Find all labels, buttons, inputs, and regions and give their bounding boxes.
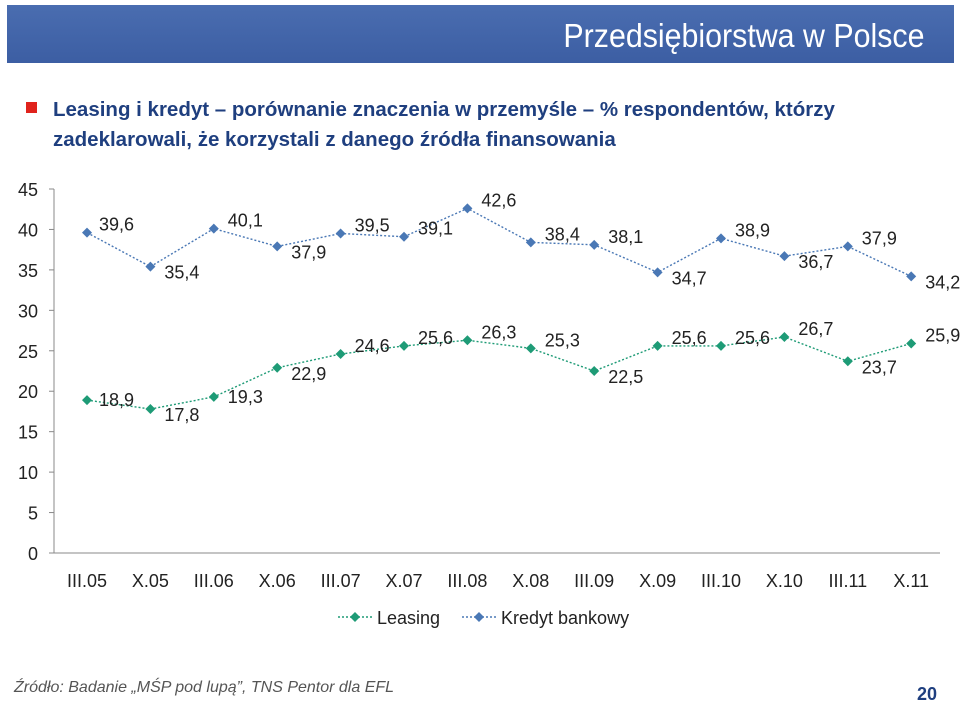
page-title: Przedsiębiorstwa w Polsce (562, 17, 924, 54)
chart-subtitle: Leasing i kredyt – porównanie znaczenia … (53, 95, 873, 155)
subtitle-line-1: Leasing i kredyt – porównanie znaczenia … (53, 98, 835, 121)
leasing-data-label: 25,6 (418, 328, 453, 348)
kredyt-data-label: 38,9 (735, 220, 770, 240)
kredyt-data-point (716, 233, 726, 244)
x-tick-label: X.09 (639, 571, 676, 591)
y-tick-label: 0 (28, 544, 38, 564)
leasing-data-label: 25,6 (672, 328, 707, 348)
kredyt-data-label: 34,7 (672, 268, 707, 288)
y-tick-label: 25 (18, 342, 38, 362)
kredyt-data-point (906, 271, 917, 282)
leasing-data-point (842, 356, 853, 367)
page-number: 20 (916, 684, 937, 704)
kredyt-data-label: 36,7 (798, 252, 833, 272)
x-tick-label: X.06 (259, 571, 296, 591)
leasing-data-label: 17,8 (164, 405, 199, 425)
leasing-data-label: 22,9 (291, 364, 326, 384)
y-tick-label: 35 (18, 261, 38, 281)
kredyt-data-point (145, 261, 156, 272)
y-tick-label: 10 (18, 463, 38, 483)
x-tick-label: III.10 (701, 571, 741, 591)
x-tick-label: X.05 (132, 571, 169, 591)
kredyt-data-label: 39,6 (99, 215, 134, 235)
kredyt-data-label: 39,1 (418, 219, 453, 239)
y-tick-label: 40 (18, 220, 38, 240)
leasing-data-point (462, 335, 473, 346)
leasing-data-point (716, 340, 726, 351)
leasing-data-point (145, 404, 156, 415)
leasing-data-label: 22,5 (608, 367, 643, 387)
kredyt-data-point (208, 223, 219, 234)
y-tick-label: 45 (18, 180, 38, 200)
leasing-data-label: 26,3 (481, 322, 516, 342)
kredyt-data-point (335, 228, 346, 239)
leasing-data-label: 25,9 (925, 325, 960, 345)
x-tick-label: III.08 (447, 571, 487, 591)
kredyt-series-line (86, 207, 912, 277)
leasing-data-label: 24,6 (355, 336, 390, 356)
leasing-series-line (86, 336, 912, 410)
y-tick-label: 5 (28, 504, 38, 524)
leasing-data-point (82, 395, 92, 406)
x-tick-label: III.05 (67, 571, 107, 591)
x-tick-label: X.10 (766, 571, 803, 591)
leasing-data-label: 25,6 (735, 328, 770, 348)
x-tick-label: X.07 (385, 571, 422, 591)
leasing-data-point (399, 340, 409, 351)
legend-leasing-label: Leasing (377, 608, 440, 628)
x-tick-label: III.06 (194, 571, 234, 591)
y-tick-label: 15 (18, 423, 38, 443)
kredyt-data-label: 42,6 (481, 190, 516, 210)
kredyt-data-label: 38,4 (545, 224, 580, 244)
kredyt-data-label: 35,4 (164, 263, 199, 283)
kredyt-data-label: 37,9 (862, 228, 897, 248)
leasing-data-point (208, 391, 219, 402)
legend-kredyt-label: Kredyt bankowy (501, 608, 629, 628)
x-tick-label: III.07 (321, 571, 361, 591)
leasing-data-label: 19,3 (228, 387, 263, 407)
kredyt-data-point (82, 227, 92, 238)
legend-leasing-marker (350, 612, 360, 622)
x-tick-label: III.09 (574, 571, 614, 591)
x-tick-label: X.08 (512, 571, 549, 591)
x-tick-label: III.11 (828, 571, 867, 591)
leasing-data-point (906, 338, 917, 349)
source-note: Źródło: Badanie „MŚP pod lupą”, TNS Pent… (14, 679, 395, 696)
leasing-data-point (525, 343, 536, 354)
header-bar: Przedsiębiorstwa w Polsce (7, 5, 954, 63)
leasing-data-label: 25,3 (545, 330, 580, 350)
leasing-data-label: 23,7 (862, 357, 897, 377)
kredyt-data-point (589, 239, 600, 250)
leasing-data-point (335, 349, 346, 360)
leasing-data-point (652, 340, 663, 351)
kredyt-data-label: 37,9 (291, 242, 326, 262)
kredyt-data-point (462, 203, 473, 214)
kredyt-data-point (525, 237, 536, 248)
kredyt-data-point (272, 241, 283, 252)
leasing-data-label: 26,7 (798, 319, 833, 339)
red-square-bullet-icon (26, 102, 37, 113)
kredyt-data-point (652, 267, 663, 278)
kredyt-data-label: 38,1 (608, 227, 643, 247)
y-tick-label: 30 (18, 301, 38, 321)
kredyt-data-point (842, 241, 853, 252)
y-tick-label: 20 (18, 382, 38, 402)
kredyt-data-label: 40,1 (228, 211, 263, 231)
leasing-data-point (779, 332, 790, 343)
leasing-data-label: 18,9 (99, 390, 134, 410)
legend-kredyt-marker (474, 612, 484, 622)
leasing-data-point (589, 366, 600, 376)
subtitle-line-2: zadeklarowali, że korzystali z danego źr… (53, 128, 616, 151)
kredyt-data-point (399, 231, 409, 242)
x-tick-label: X.11 (893, 571, 929, 591)
kredyt-data-label: 34,2 (925, 272, 960, 292)
kredyt-data-point (779, 251, 790, 262)
leasing-data-point (272, 362, 283, 373)
kredyt-data-label: 39,5 (355, 215, 390, 235)
